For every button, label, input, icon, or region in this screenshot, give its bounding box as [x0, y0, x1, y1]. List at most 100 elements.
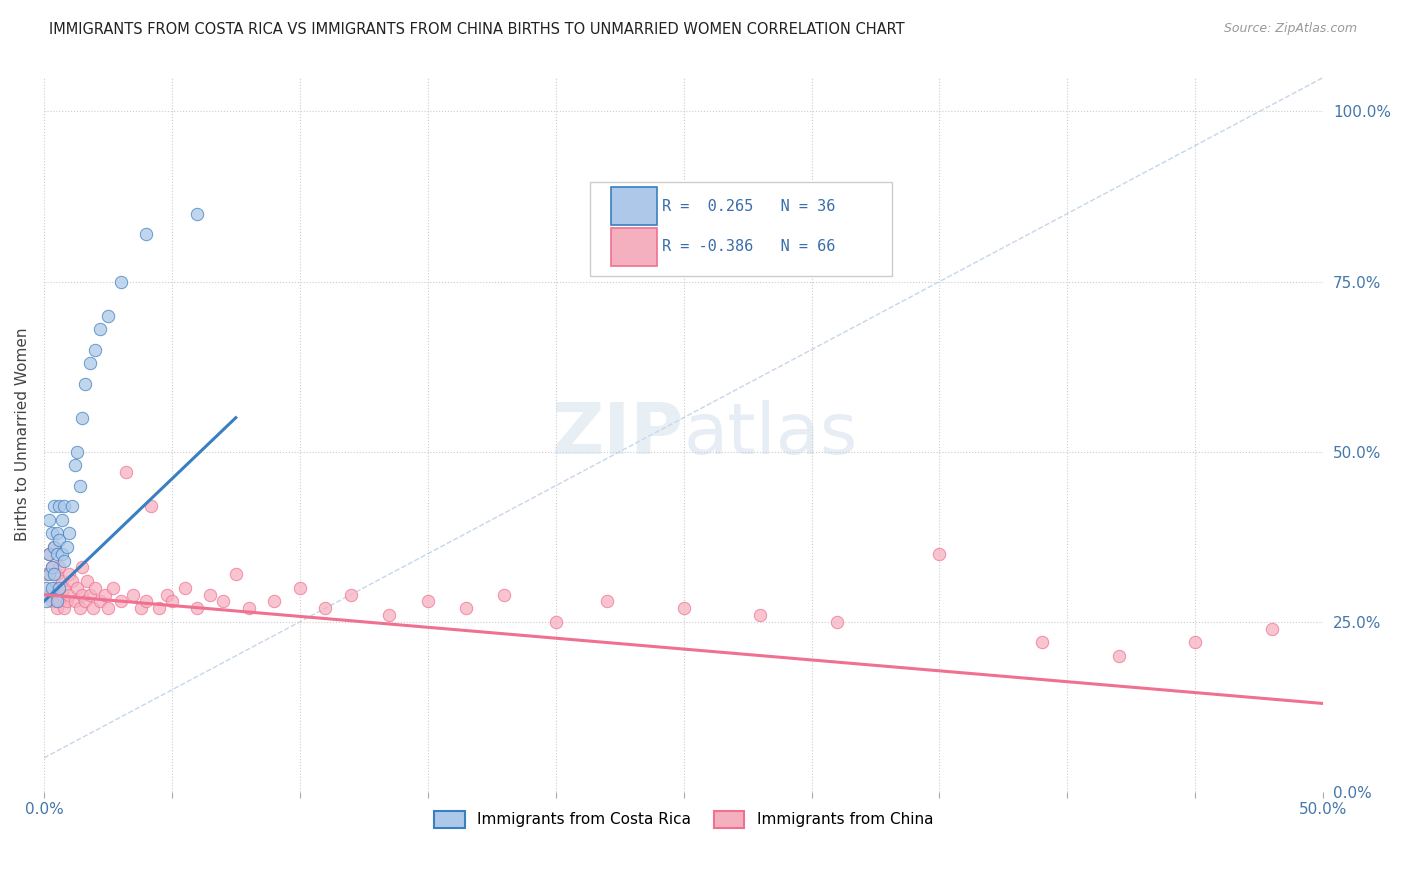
Point	[48, 581, 70, 595]
Point	[73, 594, 96, 608]
Point	[114, 465, 136, 479]
Point	[94, 588, 117, 602]
Point	[45, 567, 67, 582]
Point	[129, 601, 152, 615]
Text: atlas: atlas	[683, 401, 858, 469]
Point	[84, 581, 107, 595]
Point	[48, 499, 70, 513]
Point	[56, 594, 79, 608]
Point	[35, 594, 58, 608]
Point	[544, 615, 567, 629]
Point	[110, 275, 132, 289]
Point	[58, 567, 80, 582]
Point	[56, 540, 79, 554]
Point	[35, 581, 58, 595]
Point	[35, 567, 58, 582]
Point	[53, 581, 76, 595]
FancyBboxPatch shape	[591, 183, 893, 277]
Point	[141, 499, 163, 513]
Point	[135, 594, 157, 608]
FancyBboxPatch shape	[610, 187, 657, 225]
Point	[38, 588, 60, 602]
Point	[48, 533, 70, 548]
Point	[928, 547, 950, 561]
Point	[378, 607, 401, 622]
Point	[186, 206, 208, 220]
Point	[38, 567, 60, 582]
Point	[454, 601, 477, 615]
Point	[160, 594, 183, 608]
Point	[42, 499, 65, 513]
Point	[97, 601, 120, 615]
Point	[51, 547, 73, 561]
Point	[135, 227, 157, 241]
Point	[1031, 635, 1053, 649]
Point	[69, 601, 91, 615]
Point	[63, 594, 86, 608]
Point	[101, 581, 124, 595]
Point	[97, 309, 120, 323]
Point	[45, 594, 67, 608]
Point	[41, 560, 63, 574]
Point	[89, 322, 111, 336]
Point	[72, 560, 94, 574]
Point	[110, 594, 132, 608]
Point	[825, 615, 848, 629]
Point	[1261, 622, 1284, 636]
Point	[212, 594, 235, 608]
Point	[340, 588, 363, 602]
Text: IMMIGRANTS FROM COSTA RICA VS IMMIGRANTS FROM CHINA BIRTHS TO UNMARRIED WOMEN CO: IMMIGRANTS FROM COSTA RICA VS IMMIGRANTS…	[49, 22, 905, 37]
Point	[42, 540, 65, 554]
Point	[73, 376, 96, 391]
Point	[749, 607, 772, 622]
Point	[41, 526, 63, 541]
Point	[494, 588, 516, 602]
Point	[60, 574, 83, 588]
Point	[89, 594, 111, 608]
Point	[82, 601, 104, 615]
Point	[45, 601, 67, 615]
Point	[69, 479, 91, 493]
Point	[60, 499, 83, 513]
Point	[58, 526, 80, 541]
Point	[84, 343, 107, 357]
Point	[51, 588, 73, 602]
Point	[53, 553, 76, 567]
Point	[122, 588, 145, 602]
Point	[66, 444, 89, 458]
Point	[41, 581, 63, 595]
FancyBboxPatch shape	[610, 227, 657, 266]
Text: ZIP: ZIP	[551, 401, 683, 469]
Point	[58, 588, 80, 602]
Point	[53, 499, 76, 513]
Point	[48, 594, 70, 608]
Point	[42, 581, 65, 595]
Point	[41, 560, 63, 574]
Point	[173, 581, 195, 595]
Point	[200, 588, 222, 602]
Point	[51, 513, 73, 527]
Point	[288, 581, 311, 595]
Text: R =  0.265   N = 36: R = 0.265 N = 36	[662, 199, 835, 213]
Point	[314, 601, 336, 615]
Text: R = -0.386   N = 66: R = -0.386 N = 66	[662, 239, 835, 254]
Legend: Immigrants from Costa Rica, Immigrants from China: Immigrants from Costa Rica, Immigrants f…	[427, 805, 939, 834]
Point	[416, 594, 439, 608]
Point	[596, 594, 619, 608]
Point	[63, 458, 86, 473]
Point	[186, 601, 208, 615]
Point	[72, 588, 94, 602]
Point	[148, 601, 170, 615]
Point	[41, 594, 63, 608]
Point	[1184, 635, 1206, 649]
Point	[672, 601, 695, 615]
Point	[66, 581, 89, 595]
Point	[38, 513, 60, 527]
Point	[38, 547, 60, 561]
Point	[45, 547, 67, 561]
Point	[38, 547, 60, 561]
Point	[79, 588, 101, 602]
Point	[225, 567, 247, 582]
Point	[1108, 648, 1130, 663]
Point	[51, 574, 73, 588]
